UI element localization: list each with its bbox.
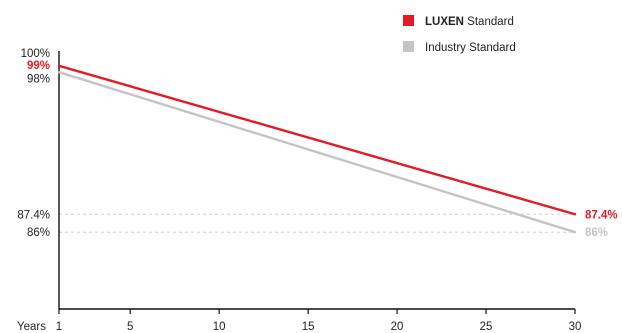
start-label-luxen-standard: 99% xyxy=(27,60,50,72)
y-tick-label-86: 86% xyxy=(27,227,50,239)
series-line-industry-standard xyxy=(57,70,577,234)
legend-label-industry: Industry Standard xyxy=(425,42,516,54)
x-tick-label-30: 30 xyxy=(569,321,582,333)
x-tick-label-1: 1 xyxy=(56,321,62,333)
legend: LUXEN Standard Industry Standard xyxy=(403,15,516,54)
end-label-luxen-standard: 87.4% xyxy=(585,209,618,221)
axes xyxy=(58,51,576,314)
y-tick-label-87-4: 87.4% xyxy=(17,209,50,221)
series-lines xyxy=(57,64,577,234)
end-labels: 87.4% 99% 86% xyxy=(27,60,618,239)
legend-label-luxen: LUXEN Standard xyxy=(425,16,514,28)
x-axis-label: Years xyxy=(17,321,46,333)
y-tick-labels: 100% 98% 87.4% 86% xyxy=(17,48,50,239)
y-tick-label-98: 98% xyxy=(27,74,50,86)
x-tick-label-5: 5 xyxy=(127,321,133,333)
x-tick-label-15: 15 xyxy=(302,321,315,333)
x-tick-label-10: 10 xyxy=(213,321,226,333)
gridlines xyxy=(59,213,575,233)
x-tick-label-20: 20 xyxy=(391,321,404,333)
series-line-luxen-standard xyxy=(57,64,577,216)
legend-swatch-luxen xyxy=(403,15,414,26)
legend-swatch-industry xyxy=(403,41,414,52)
y-tick-label-100: 100% xyxy=(21,48,50,60)
x-tick-label-25: 25 xyxy=(480,321,493,333)
end-label-industry-standard: 86% xyxy=(585,227,608,239)
